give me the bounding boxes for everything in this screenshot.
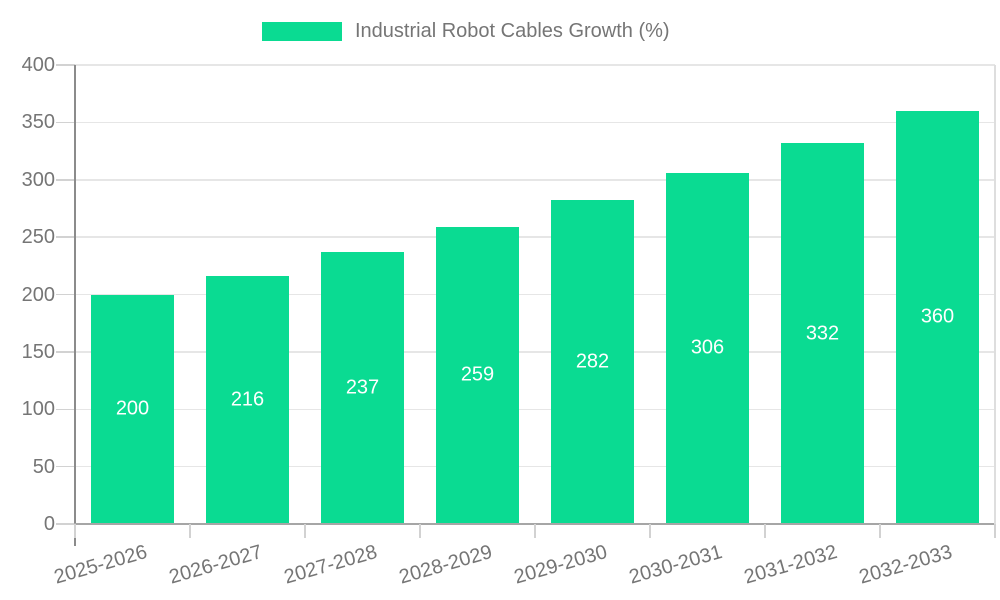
bar-value-label: 216	[230, 388, 265, 411]
bar[interactable]: 200	[91, 294, 174, 524]
y-gridline	[75, 236, 995, 238]
bar-value-label: 306	[690, 336, 725, 359]
y-tick-label: 100	[21, 398, 55, 421]
x-tick-mark	[879, 524, 881, 538]
y-gridline	[75, 179, 995, 181]
x-tick-mark	[419, 524, 421, 538]
x-tick-label: 2025-2026	[51, 541, 150, 589]
y-tick-mark	[56, 121, 75, 124]
y-tick-label: 250	[21, 226, 55, 249]
y-tick-label: 400	[21, 54, 55, 76]
x-tick-mark	[189, 524, 191, 538]
x-tick-label: 2030-2031	[626, 541, 725, 589]
y-tick-label: 200	[21, 283, 55, 306]
y-tick-mark	[56, 523, 75, 525]
plot-right-border	[994, 65, 996, 524]
x-tick-mark	[994, 524, 996, 538]
y-tick-mark	[56, 293, 75, 296]
bar-value-label: 282	[575, 350, 610, 373]
x-tick-label: 2032-2033	[856, 541, 955, 589]
bar[interactable]: 216	[206, 276, 289, 524]
x-tick-label: 2028-2029	[396, 541, 495, 589]
legend-label: Industrial Robot Cables Growth (%)	[355, 20, 670, 42]
x-tick-label: 2027-2028	[281, 541, 380, 589]
x-tick-label: 2029-2030	[511, 541, 610, 589]
y-gridline	[75, 121, 995, 124]
y-tick-label: 300	[21, 168, 55, 191]
x-tick-mark	[74, 524, 76, 538]
bar-value-label: 332	[805, 322, 840, 344]
legend-swatch	[262, 22, 342, 41]
y-gridline	[75, 293, 995, 296]
y-tick-label: 50	[32, 455, 55, 478]
bar-value-label: 237	[345, 376, 380, 399]
y-tick-mark	[56, 351, 75, 353]
y-tick-mark	[56, 408, 75, 410]
x-tick-mark	[649, 524, 651, 538]
y-tick-mark	[56, 179, 75, 181]
y-gridline	[75, 64, 995, 66]
bar-value-label: 360	[920, 305, 955, 328]
bar-value-label: 200	[115, 397, 150, 420]
bar[interactable]: 259	[436, 226, 519, 524]
y-tick-label: 150	[21, 340, 55, 363]
x-tick-mark	[534, 524, 536, 538]
bar[interactable]: 282	[551, 200, 634, 524]
y-gridline	[75, 465, 995, 468]
y-tick-mark	[56, 64, 75, 66]
y-gridline	[75, 351, 995, 353]
y-axis-line	[74, 65, 76, 546]
x-tick-mark	[764, 524, 766, 538]
bar[interactable]: 237	[321, 252, 404, 524]
x-tick-label: 2026-2027	[166, 541, 265, 589]
y-tick-label: 350	[21, 111, 55, 134]
y-gridline	[75, 408, 995, 410]
y-tick-mark	[56, 236, 75, 238]
x-tick-label: 2031-2032	[741, 541, 840, 589]
x-tick-mark	[304, 524, 306, 538]
legend[interactable]: Industrial Robot Cables Growth (%)	[262, 20, 670, 43]
bar[interactable]: 306	[666, 172, 749, 524]
y-tick-mark	[56, 465, 75, 468]
y-tick-label: 0	[43, 513, 55, 535]
bar[interactable]: 332	[781, 143, 864, 524]
bar-value-label: 259	[460, 363, 495, 386]
bar[interactable]: 360	[896, 110, 979, 524]
